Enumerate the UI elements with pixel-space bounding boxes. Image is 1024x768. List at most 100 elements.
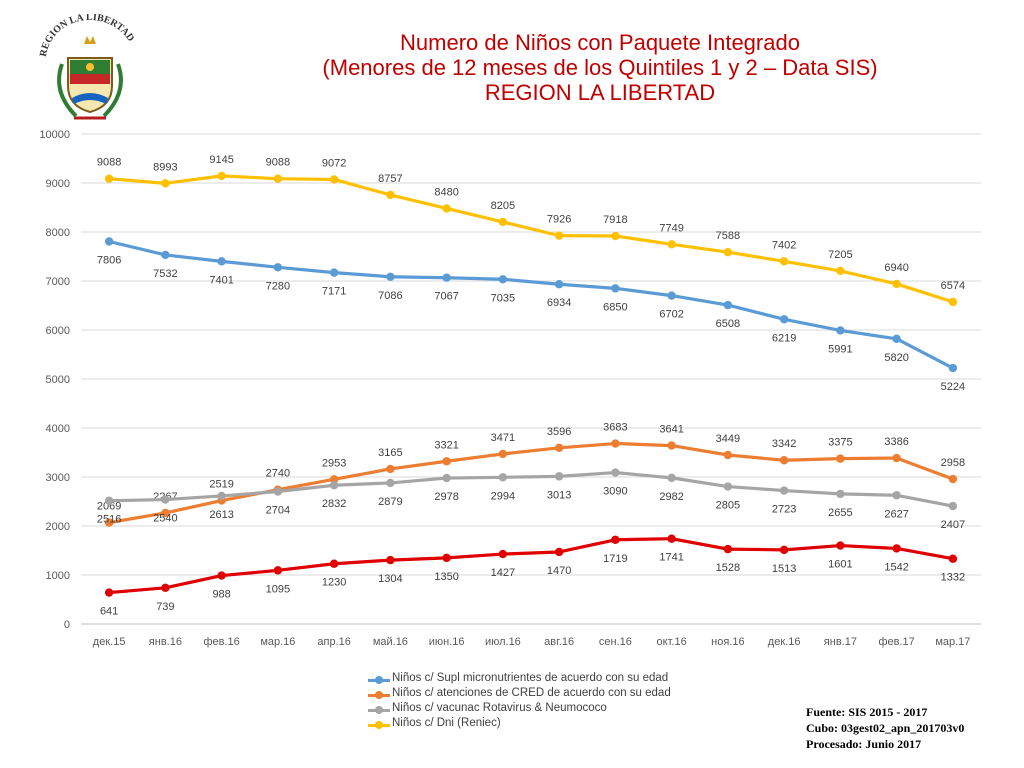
data-label: 7086 [378,290,402,302]
data-label: 1350 [434,571,458,583]
data-label: 9072 [322,157,346,169]
data-point [723,247,733,257]
data-point [498,217,508,227]
data-point [611,284,620,293]
data-point [498,449,508,459]
x-tick-label: ноя.16 [711,636,744,648]
data-label: 1332 [941,572,965,584]
data-point [386,190,395,200]
data-label: 2805 [716,500,740,512]
data-point [329,475,339,484]
data-point [273,174,283,183]
data-point [836,489,845,499]
data-label: 641 [100,606,118,618]
y-tick-label: 7000 [46,276,70,288]
data-point [723,450,733,460]
processed-note: Procesado: Junio 2017 [806,737,922,751]
series-line [107,537,955,595]
data-label: 3165 [378,447,402,459]
series-line [107,441,955,525]
legend-label: Niños c/ atenciones de CRED de acuerdo c… [392,687,671,699]
data-point [892,279,901,289]
data-point [104,496,114,505]
data-label: 1470 [547,565,571,577]
data-point [948,501,958,511]
data-label: 6940 [884,262,908,274]
x-tick-label: июн.16 [429,636,465,648]
data-point [611,468,620,477]
data-point [386,464,395,474]
data-label: 9145 [209,154,233,166]
data-label: 739 [156,601,174,613]
data-label: 7588 [716,230,740,242]
data-point [554,231,564,240]
data-point [611,535,620,544]
data-point [217,171,226,181]
data-point [779,257,789,266]
data-label: 7280 [266,280,290,292]
data-point [498,549,508,559]
data-label: 2994 [491,490,515,502]
y-tick-label: 0 [64,619,70,631]
x-tick-label: фев.16 [203,636,239,648]
data-label: 1513 [772,563,796,575]
data-point [386,272,395,281]
data-point [329,559,339,568]
data-label: 2069 [97,501,121,513]
data-label: 3013 [547,489,571,501]
x-tick-label: июл.16 [485,636,521,648]
data-point [948,363,958,373]
y-tick-label: 6000 [46,325,70,337]
data-label: 1427 [491,567,515,579]
data-label: 9088 [266,157,290,169]
cube-note: Cubo: 03gest02_apn_201703v0 [806,721,965,735]
data-point [442,273,451,282]
y-tick-label: 1000 [46,570,70,582]
data-label: 7926 [547,214,571,226]
x-tick-label: окт.16 [657,636,687,648]
legend-swatch [368,706,390,714]
legend-label: Niños c/ Dni (Reniec) [392,717,501,729]
data-point [217,571,226,580]
data-label: 6850 [603,301,627,313]
data-label: 8757 [378,173,402,185]
data-point [554,443,564,452]
data-label: 7205 [828,249,852,261]
data-point [611,439,620,448]
data-point [779,456,789,465]
legend-swatch [368,691,390,699]
data-label: 3596 [547,426,571,438]
y-tick-label: 5000 [46,374,70,386]
data-point [161,508,170,518]
data-label: 3375 [828,437,852,449]
data-label: 5820 [884,352,908,364]
data-point [273,566,283,575]
data-point [104,237,114,246]
data-label: 1601 [828,559,852,571]
data-point [217,491,226,501]
data-label: 2519 [209,479,233,491]
data-point [498,473,508,482]
data-label: 1528 [716,562,740,574]
data-point [779,486,789,495]
data-point [554,547,564,557]
data-label: 3683 [603,422,627,434]
data-point [723,300,733,310]
data-point [667,291,676,300]
data-point [498,275,508,284]
legend-label: Niños c/ Supl micronutrientes de acuerdo… [392,672,669,684]
data-point [104,174,114,183]
data-label: 3342 [772,438,796,450]
data-point [442,457,451,466]
data-label: 7532 [153,268,177,280]
data-point [723,544,733,554]
legend-label: Niños c/ vacunac Rotavirus & Neumococo [392,702,607,714]
data-point [554,472,564,481]
data-label: 7067 [434,291,458,303]
data-label: 7806 [97,255,121,267]
data-label: 8205 [491,200,515,212]
data-label: 6219 [772,332,796,344]
data-point [161,583,170,592]
series-line [107,174,955,304]
